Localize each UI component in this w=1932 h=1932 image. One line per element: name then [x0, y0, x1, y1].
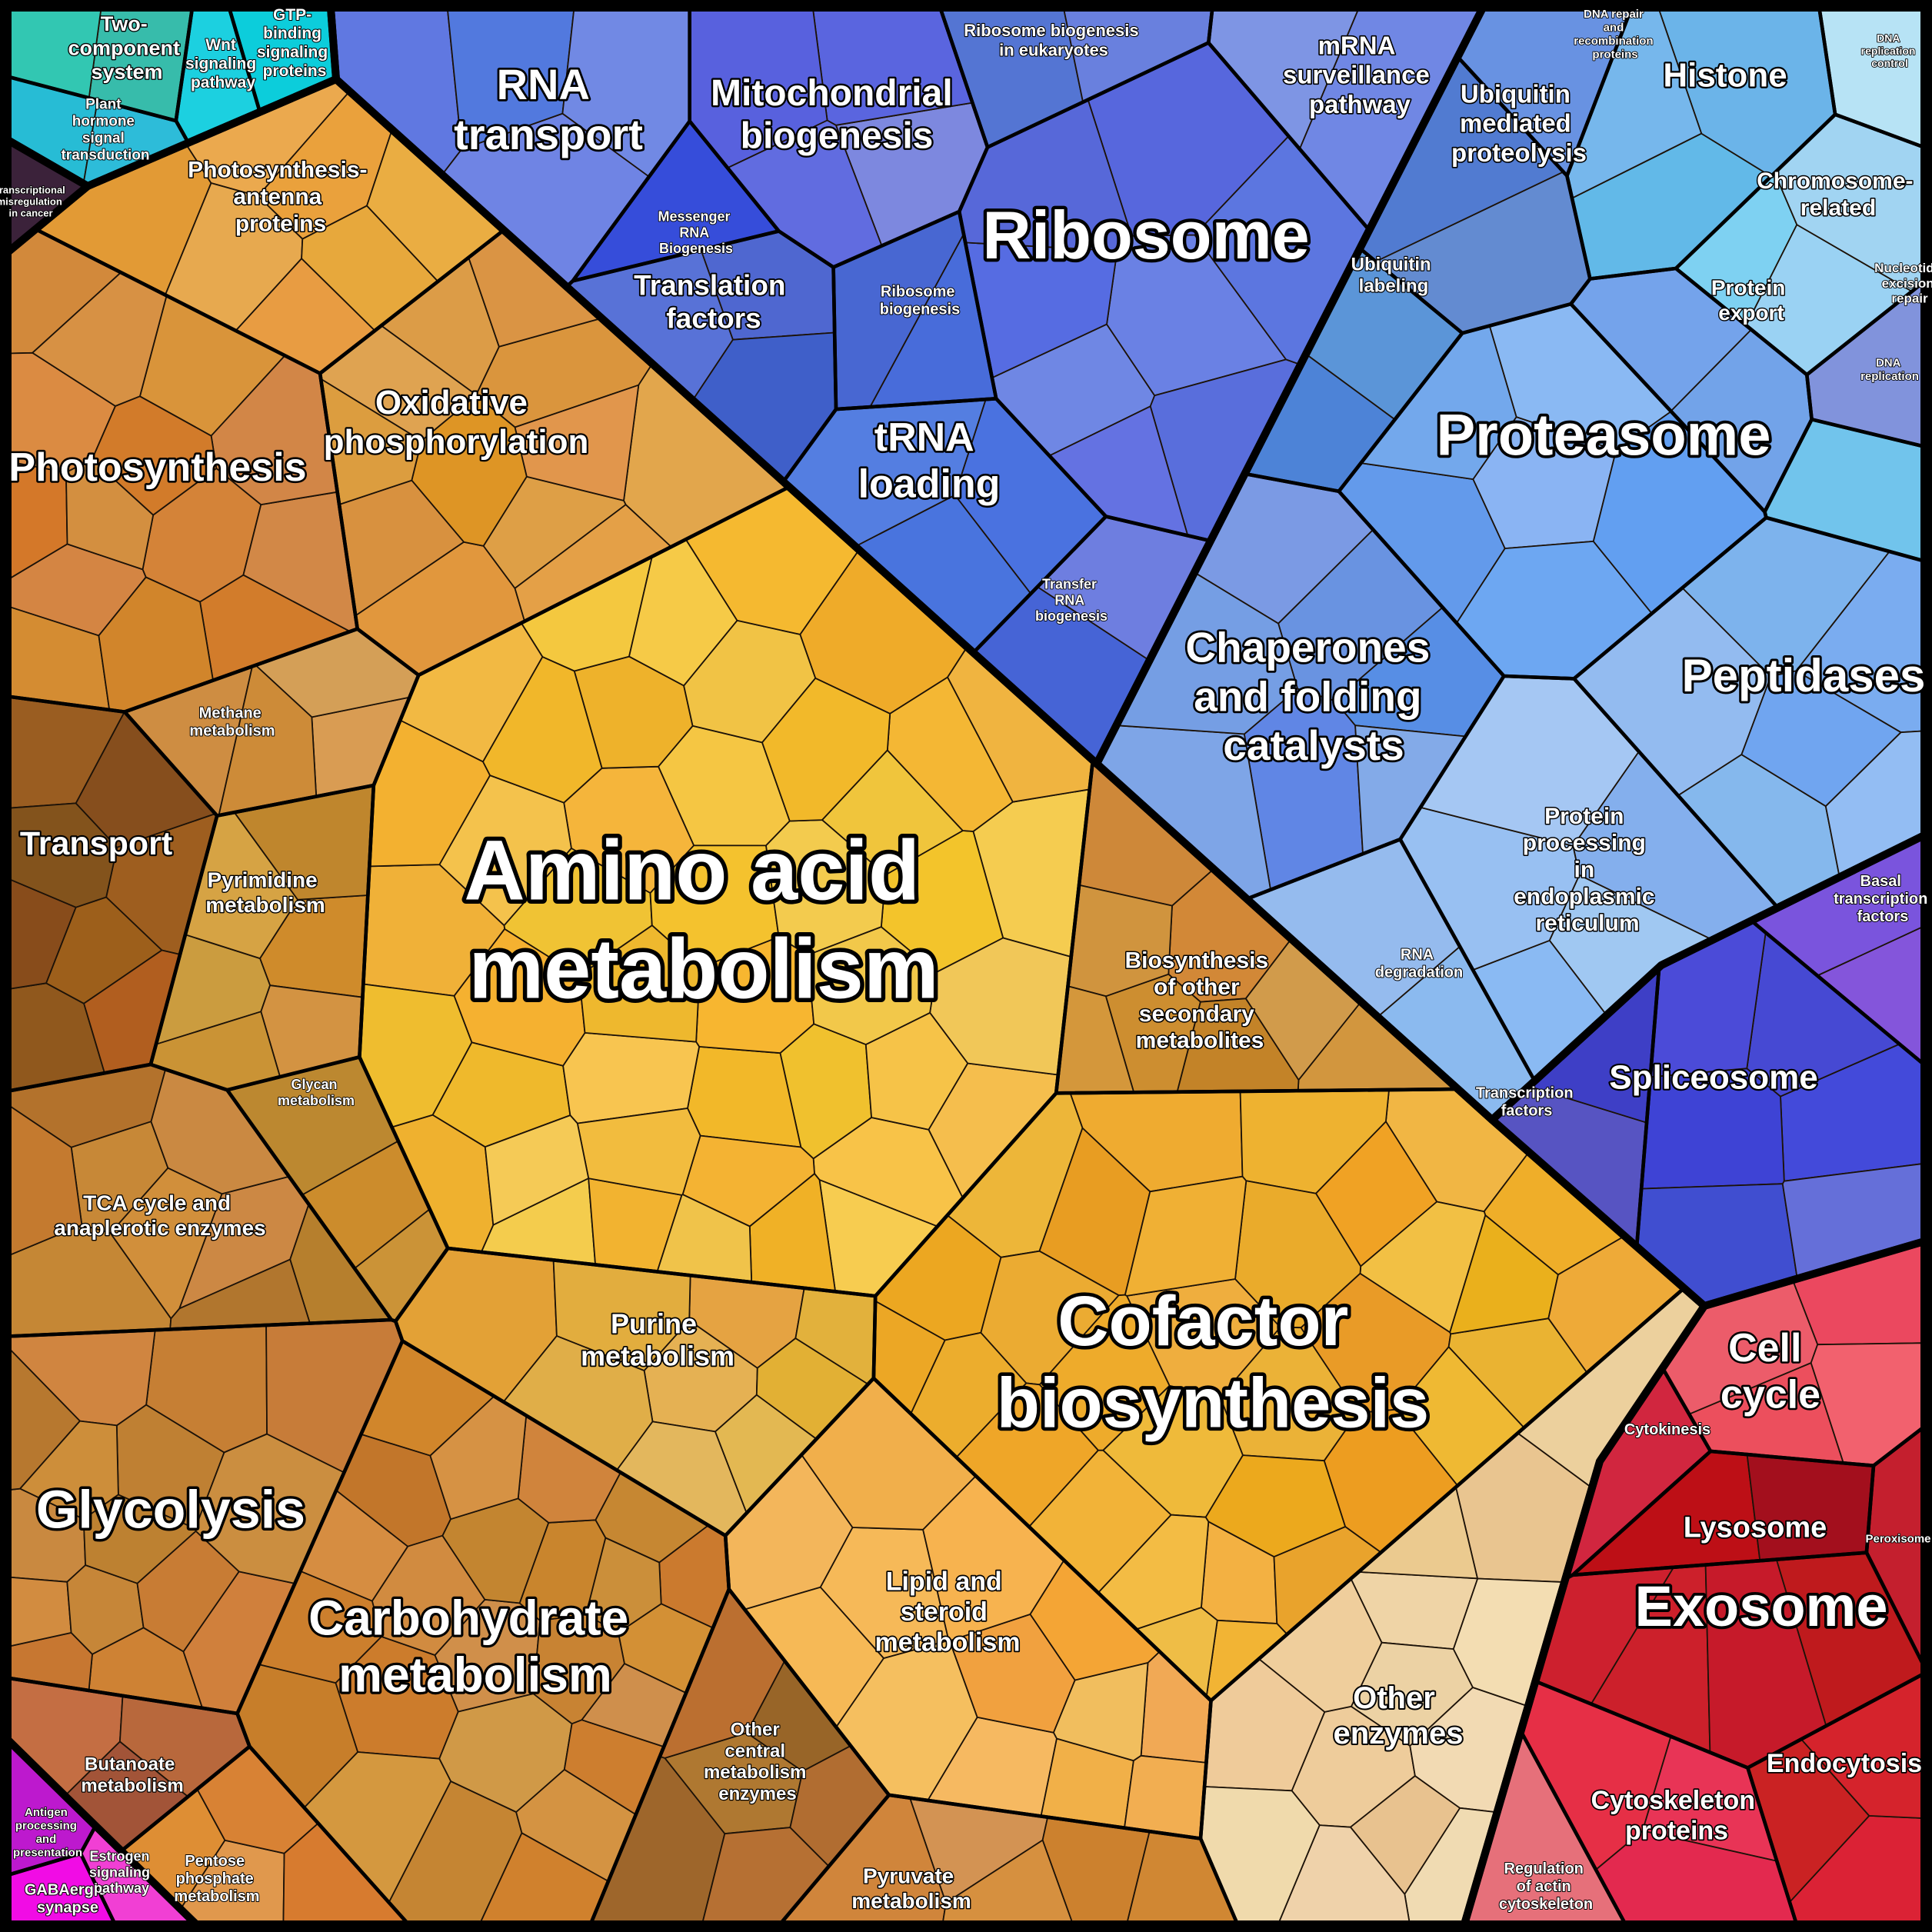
- svg-text:Methane metabolism: Methane metabolism: [189, 705, 275, 739]
- svg-text:Butanoate metabolism: Butanoate metabolism: [81, 1754, 183, 1796]
- svg-text:Pyruvate metabolism: Pyruvate metabolism: [851, 1864, 971, 1914]
- svg-text:Carbohydrate metabolism: Carbohydrate metabolism: [308, 1590, 642, 1702]
- svg-text:mRNA surveillance pathway: mRNA surveillance pathway: [1283, 31, 1437, 118]
- svg-text:Lysosome: Lysosome: [1684, 1511, 1827, 1544]
- svg-text:Pyrimidine metabolism: Pyrimidine metabolism: [205, 868, 325, 918]
- svg-text:Basal transcription factors: Basal transcription factors: [1834, 873, 1932, 925]
- svg-text:Mitochondrial biogenesis: Mitochondrial biogenesis: [711, 73, 963, 157]
- svg-text:Photosynthesis- antenna protei: Photosynthesis- antenna proteins: [188, 158, 374, 237]
- svg-text:Lipid and steroid metabolism: Lipid and steroid metabolism: [875, 1567, 1021, 1657]
- svg-text:Histone: Histone: [1663, 56, 1787, 94]
- svg-text:DNA replication control: DNA replication control: [1861, 32, 1919, 69]
- svg-text:Other enzymes: Other enzymes: [1334, 1681, 1464, 1750]
- svg-text:Plant hormone signal transduct: Plant hormone signal transduction: [61, 97, 149, 164]
- svg-text:Chaperones and folding catalys: Chaperones and folding catalysts: [1185, 623, 1441, 769]
- svg-text:Proteasome: Proteasome: [1436, 403, 1770, 468]
- svg-text:Endocytosis: Endocytosis: [1767, 1749, 1922, 1778]
- svg-text:Biosynthesis of other secondar: Biosynthesis of other secondary metaboli…: [1124, 948, 1274, 1053]
- svg-text:Ribosome biogenesis in eukaryo: Ribosome biogenesis in eukaryotes: [964, 21, 1144, 60]
- svg-text:Chromosome- related: Chromosome- related: [1757, 168, 1920, 221]
- svg-text:Exosome: Exosome: [1634, 1574, 1887, 1638]
- svg-text:Two- component system: Two- component system: [68, 12, 185, 84]
- svg-text:Estrogen signaling pathway: Estrogen signaling pathway: [89, 1848, 154, 1896]
- svg-text:Oxidative phosphorylation: Oxidative phosphorylation: [324, 384, 589, 461]
- svg-text:Transcriptional misregulation: Transcriptional misregulation in cancer: [0, 184, 68, 218]
- svg-text:TCA cycle and anaplerotic enzy: TCA cycle and anaplerotic enzymes: [54, 1191, 265, 1241]
- svg-text:Photosynthesis: Photosynthesis: [8, 445, 306, 490]
- svg-text:tRNA loading: tRNA loading: [858, 415, 1001, 506]
- svg-text:Ribosome biogenesis: Ribosome biogenesis: [880, 283, 960, 318]
- svg-text:GABAergic synapse: GABAergic synapse: [25, 1881, 111, 1916]
- svg-text:DNA repair and recombination p: DNA repair and recombination proteins: [1574, 8, 1657, 61]
- svg-text:RNA degradation: RNA degradation: [1375, 946, 1463, 981]
- svg-text:Transport: Transport: [20, 825, 172, 862]
- svg-text:Spliceosome: Spliceosome: [1609, 1058, 1817, 1096]
- svg-text:Peroxisome: Peroxisome: [1865, 1532, 1930, 1545]
- svg-text:Glycan metabolism: Glycan metabolism: [278, 1077, 355, 1108]
- svg-text:Amino acid metabolism: Amino acid metabolism: [464, 824, 943, 1017]
- svg-text:Regulation of actin cytoskelet: Regulation of actin cytoskeleton: [1499, 1860, 1593, 1913]
- svg-text:Messenger RNA Biogenesis: Messenger RNA Biogenesis: [658, 208, 734, 256]
- svg-text:Glycolysis: Glycolysis: [36, 1480, 305, 1540]
- svg-text:Translation factors: Translation factors: [634, 269, 794, 334]
- svg-text:DNA replication: DNA replication: [1860, 357, 1919, 383]
- svg-text:Ubiquitin mediated proteolysis: Ubiquitin mediated proteolysis: [1451, 79, 1587, 167]
- svg-text:Other central metabolism enzym: Other central metabolism enzymes: [704, 1720, 811, 1804]
- svg-text:Peptidases: Peptidases: [1682, 650, 1926, 701]
- svg-text:Cytoskeleton proteins: Cytoskeleton proteins: [1591, 1786, 1763, 1845]
- svg-text:Transcription factors: Transcription factors: [1476, 1084, 1577, 1119]
- svg-text:Wnt signaling pathway: Wnt signaling pathway: [185, 36, 261, 92]
- svg-text:Cytokinesis: Cytokinesis: [1624, 1421, 1710, 1438]
- svg-text:GTP- binding signaling protein: GTP- binding signaling proteins: [257, 6, 332, 80]
- svg-text:Pentose phosphate metabolism: Pentose phosphate metabolism: [174, 1853, 259, 1905]
- svg-text:Protein export: Protein export: [1711, 276, 1791, 325]
- svg-text:Antigen processing and present: Antigen processing and presentation: [13, 1806, 82, 1859]
- svg-text:Protein processing in endoplas: Protein processing in endoplasmic reticu…: [1514, 804, 1661, 936]
- svg-text:Ribosome: Ribosome: [982, 197, 1309, 273]
- svg-text:Cofactor biosynthesis: Cofactor biosynthesis: [997, 1282, 1429, 1443]
- svg-text:Transfer RNA biogenesis: Transfer RNA biogenesis: [1035, 576, 1108, 624]
- svg-text:Purine metabolism: Purine metabolism: [581, 1308, 734, 1372]
- svg-text:Cell cycle: Cell cycle: [1720, 1326, 1820, 1417]
- svg-text:RNA transport: RNA transport: [454, 60, 643, 158]
- svg-text:Ubiquitin labeling: Ubiquitin labeling: [1351, 254, 1437, 296]
